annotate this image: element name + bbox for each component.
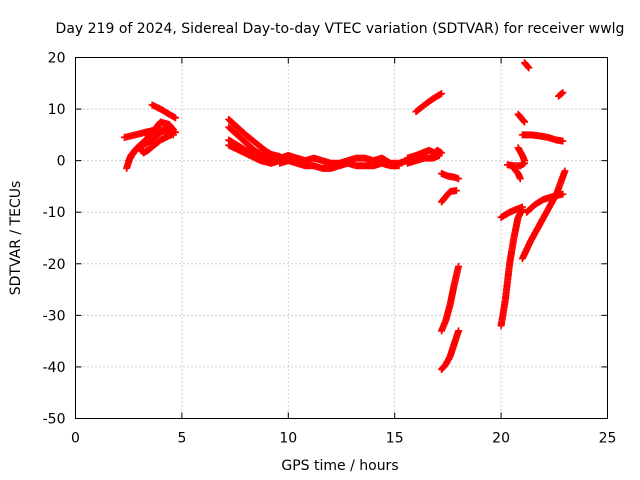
data-point xyxy=(435,151,443,159)
data-point xyxy=(524,63,532,71)
x-axis-label: GPS time / hours xyxy=(281,458,398,474)
x-tick-label: 15 xyxy=(386,431,404,447)
data-point xyxy=(455,175,463,183)
x-tick-label: 0 xyxy=(71,431,80,447)
data-point xyxy=(559,190,567,198)
data-point xyxy=(452,187,460,195)
data-point xyxy=(559,89,567,97)
x-tick-label: 5 xyxy=(177,431,186,447)
data-point xyxy=(267,159,275,167)
x-tick-label: 25 xyxy=(599,431,617,447)
y-tick-label: -30 xyxy=(43,308,66,324)
data-point xyxy=(558,89,566,97)
x-tick-label: 10 xyxy=(279,431,297,447)
data-point xyxy=(395,162,403,170)
axis-ticks xyxy=(75,57,608,419)
y-tick-label: 10 xyxy=(48,102,66,118)
data-point xyxy=(455,262,463,270)
data-point xyxy=(167,131,175,139)
y-tick-label: 20 xyxy=(48,51,66,67)
y-tick-label: -20 xyxy=(43,257,66,273)
data-point xyxy=(521,118,529,126)
x-tick-label: 20 xyxy=(492,431,510,447)
data-point xyxy=(516,175,524,183)
data-point xyxy=(525,64,533,72)
plot-frame xyxy=(75,57,608,419)
data-point xyxy=(561,167,569,175)
y-axis-label: SDTVAR / TECUs xyxy=(8,181,24,296)
data-point xyxy=(455,327,463,335)
y-tick-label: 0 xyxy=(57,154,66,170)
y-tick-label: -40 xyxy=(43,360,66,376)
chart-title: Day 219 of 2024, Sidereal Day-to-day VTE… xyxy=(56,21,625,37)
data-points xyxy=(120,59,569,374)
data-point xyxy=(518,203,526,211)
data-point xyxy=(521,157,529,165)
data-point xyxy=(438,90,446,98)
data-point xyxy=(172,114,180,122)
y-tick-label: -50 xyxy=(43,412,66,428)
x-tick-labels: 0 5 10 15 20 25 xyxy=(71,431,616,447)
y-tick-labels: -50 -40 -30 -20 -10 0 10 20 xyxy=(43,51,66,428)
y-tick-label: -10 xyxy=(43,205,66,221)
grid-lines xyxy=(75,57,608,419)
data-point xyxy=(559,137,567,145)
